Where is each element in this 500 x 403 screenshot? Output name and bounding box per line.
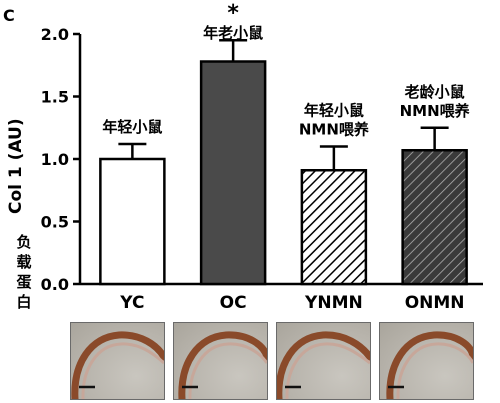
thumbnail-yc xyxy=(70,322,165,400)
category-label: OC xyxy=(220,293,247,313)
vessel-lumen-edge xyxy=(285,342,370,399)
thumbnail-oc xyxy=(173,322,268,400)
category-label: YC xyxy=(119,293,144,313)
bar-ynmn xyxy=(300,169,368,286)
vessel-wall xyxy=(277,331,370,399)
bar-chart: 0.00.51.01.52.0 YC年轻小鼠OC*年老小鼠YNMN年轻小鼠NMN… xyxy=(41,1,483,313)
bar-annotation: 年轻小鼠 xyxy=(102,118,162,136)
bar-annotation: 年老小鼠 xyxy=(203,24,263,42)
histology-thumbnails xyxy=(70,322,480,400)
tissue-section-icon xyxy=(178,331,267,399)
bar-annotation: NMN喂养 xyxy=(400,102,471,120)
tissue-section-icon xyxy=(277,331,370,399)
bar-yc xyxy=(99,157,166,286)
vessel-lumen-edge xyxy=(81,342,164,399)
panel-label: C xyxy=(3,6,15,25)
y-tick-label: 1.0 xyxy=(41,150,69,169)
bar-oc xyxy=(199,60,267,286)
category-label: YNMN xyxy=(304,293,363,313)
vessel-wall xyxy=(71,331,164,399)
bar-annotation: 老龄小鼠 xyxy=(404,83,465,101)
bar-annotation: 年轻小鼠 xyxy=(304,102,364,120)
axes: 0.0 0.5 1.0 1.5 2.0 xyxy=(41,25,483,294)
vessel-wall xyxy=(178,331,267,399)
significance-marker: * xyxy=(227,1,239,26)
y-tick-label: 2.0 xyxy=(41,25,69,44)
thumbnail-ynmn xyxy=(276,322,371,400)
category-label: ONMN xyxy=(405,293,465,313)
bar-annotation: NMN喂养 xyxy=(299,121,370,139)
y-tick-label: 0.5 xyxy=(41,213,69,232)
vessel-lumen-edge xyxy=(188,342,267,399)
vessel-wall xyxy=(386,331,473,399)
bar-onmn xyxy=(401,149,468,286)
y-tick-label: 1.5 xyxy=(41,88,69,107)
tissue-section-icon xyxy=(71,331,164,399)
y-tick-label: 0.0 xyxy=(41,275,69,294)
tissue-section-icon xyxy=(386,331,473,399)
y-axis-label-cn: 负载蛋白 xyxy=(16,233,32,311)
thumbnail-onmn xyxy=(379,322,474,400)
vessel-lumen-edge xyxy=(396,342,473,399)
